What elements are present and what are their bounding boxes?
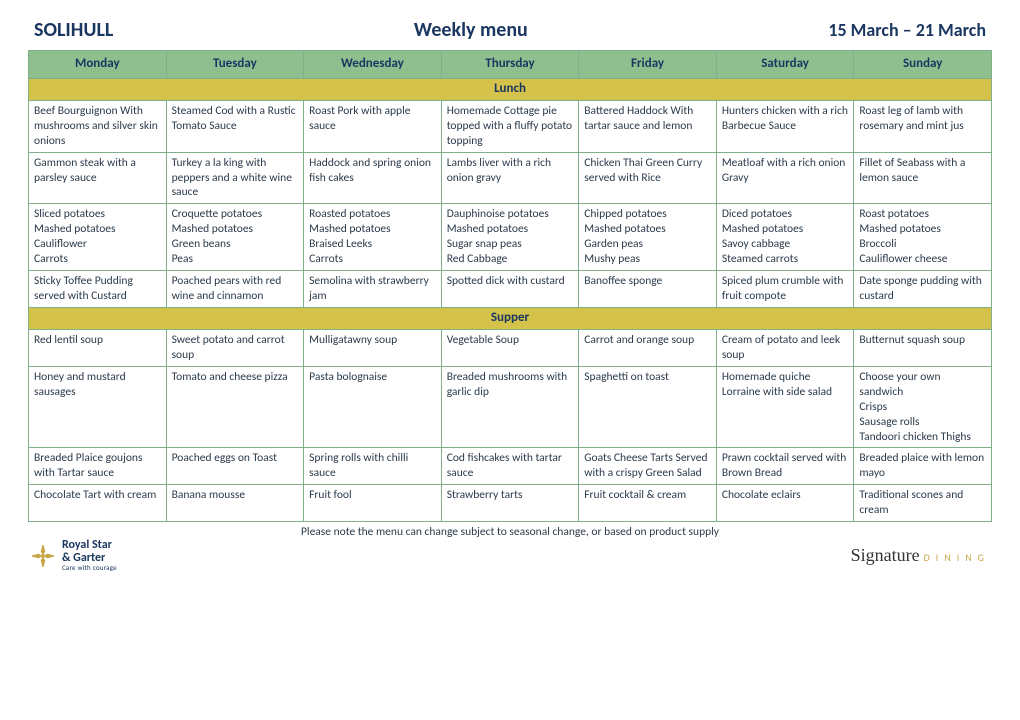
menu-cell: Haddock and spring onion fish cakes [304,152,442,204]
menu-cell: Goats Cheese Tarts Served with a crispy … [579,448,717,485]
footer: Royal Star & Garter Care with courage Si… [28,539,992,572]
menu-cell: Date sponge pudding with custard [854,271,992,308]
menu-cell: Chocolate Tart with cream [29,485,167,522]
menu-cell: Vegetable Soup [441,329,579,366]
menu-cell: Butternut squash soup [854,329,992,366]
table-row: Red lentil soupSweet potato and carrot s… [29,329,992,366]
brand-left: Royal Star & Garter Care with courage [30,539,117,572]
menu-cell: Croquette potatoes Mashed potatoes Green… [166,204,304,271]
menu-table: Monday Tuesday Wednesday Thursday Friday… [28,50,992,522]
menu-cell: Breaded Plaice goujons with Tartar sauce [29,448,167,485]
menu-cell: Battered Haddock With tartar sauce and l… [579,100,717,152]
menu-cell: Traditional scones and cream [854,485,992,522]
day-header: Sunday [854,51,992,79]
menu-cell: Banoffee sponge [579,271,717,308]
menu-cell: Pasta bolognaise [304,366,442,448]
section-label: Supper [29,308,992,330]
footnote: Please note the menu can change subject … [28,525,992,539]
menu-cell: Semolina with strawberry jam [304,271,442,308]
menu-cell: Spring rolls with chilli sauce [304,448,442,485]
menu-cell: Lambs liver with a rich onion gravy [441,152,579,204]
table-row: Sticky Toffee Pudding served with Custar… [29,271,992,308]
page-title: Weekly menu [414,18,528,42]
section-row: Lunch [29,78,992,100]
menu-cell: Turkey a la king with peppers and a whit… [166,152,304,204]
menu-cell: Honey and mustard sausages [29,366,167,448]
table-row: Sliced potatoes Mashed potatoes Cauliflo… [29,204,992,271]
menu-cell: Homemade Cottage pie topped with a fluff… [441,100,579,152]
menu-cell: Hunters chicken with a rich Barbecue Sau… [716,100,854,152]
menu-cell: Sliced potatoes Mashed potatoes Cauliflo… [29,204,167,271]
menu-cell: Banana mousse [166,485,304,522]
menu-cell: Chicken Thai Green Curry served with Ric… [579,152,717,204]
day-header: Friday [579,51,717,79]
menu-cell: Roast Pork with apple sauce [304,100,442,152]
menu-cell: Red lentil soup [29,329,167,366]
menu-cell: Steamed Cod with a Rustic Tomato Sauce [166,100,304,152]
menu-cell: Strawberry tarts [441,485,579,522]
signature-text: Signature [851,545,920,566]
menu-cell: Roast potatoes Mashed potatoes Broccoli … [854,204,992,271]
menu-cell: Chipped potatoes Mashed potatoes Garden … [579,204,717,271]
menu-cell: Roast leg of lamb with rosemary and mint… [854,100,992,152]
menu-cell: Choose your own sandwich Crisps Sausage … [854,366,992,448]
menu-cell: Breaded mushrooms with garlic dip [441,366,579,448]
menu-cell: Gammon steak with a parsley sauce [29,152,167,204]
day-header: Tuesday [166,51,304,79]
menu-cell: Breaded plaice with lemon mayo [854,448,992,485]
menu-cell: Beef Bourguignon With mushrooms and silv… [29,100,167,152]
dining-text: DINING [924,551,990,564]
table-row: Breaded Plaice goujons with Tartar sauce… [29,448,992,485]
menu-cell: Spotted dick with custard [441,271,579,308]
brand-tagline: Care with courage [62,563,117,572]
section-row: Supper [29,308,992,330]
days-header-row: Monday Tuesday Wednesday Thursday Friday… [29,51,992,79]
menu-cell: Fruit fool [304,485,442,522]
day-header: Saturday [716,51,854,79]
table-row: Chocolate Tart with creamBanana mousseFr… [29,485,992,522]
menu-cell: Dauphinoise potatoes Mashed potatoes Sug… [441,204,579,271]
menu-cell: Spaghetti on toast [579,366,717,448]
day-header: Monday [29,51,167,79]
menu-cell: Sweet potato and carrot soup [166,329,304,366]
brand-text: Royal Star & Garter Care with courage [62,539,117,572]
day-header: Wednesday [304,51,442,79]
location-title: SOLIHULL [34,18,113,42]
menu-cell: Fruit cocktail & cream [579,485,717,522]
date-range: 15 March – 21 March [828,19,986,41]
table-row: Beef Bourguignon With mushrooms and silv… [29,100,992,152]
menu-cell: Diced potatoes Mashed potatoes Savoy cab… [716,204,854,271]
section-label: Lunch [29,78,992,100]
table-row: Honey and mustard sausagesTomato and che… [29,366,992,448]
menu-cell: Homemade quiche Lorraine with side salad [716,366,854,448]
menu-cell: Sticky Toffee Pudding served with Custar… [29,271,167,308]
menu-cell: Prawn cocktail served with Brown Bread [716,448,854,485]
menu-cell: Meatloaf with a rich onion Gravy [716,152,854,204]
table-row: Gammon steak with a parsley sauceTurkey … [29,152,992,204]
menu-cell: Poached pears with red wine and cinnamon [166,271,304,308]
day-header: Thursday [441,51,579,79]
menu-cell: Poached eggs on Toast [166,448,304,485]
menu-cell: Tomato and cheese pizza [166,366,304,448]
menu-cell: Carrot and orange soup [579,329,717,366]
brand-right: Signature DINING [851,545,990,566]
menu-cell: Roasted potatoes Mashed potatoes Braised… [304,204,442,271]
menu-cell: Spiced plum crumble with fruit compote [716,271,854,308]
menu-cell: Mulligatawny soup [304,329,442,366]
menu-cell: Chocolate eclairs [716,485,854,522]
menu-cell: Cod fishcakes with tartar sauce [441,448,579,485]
page-header: SOLIHULL Weekly menu 15 March – 21 March [28,18,992,42]
menu-cell: Cream of potato and leek soup [716,329,854,366]
menu-cell: Fillet of Seabass with a lemon sauce [854,152,992,204]
star-icon [30,543,56,569]
